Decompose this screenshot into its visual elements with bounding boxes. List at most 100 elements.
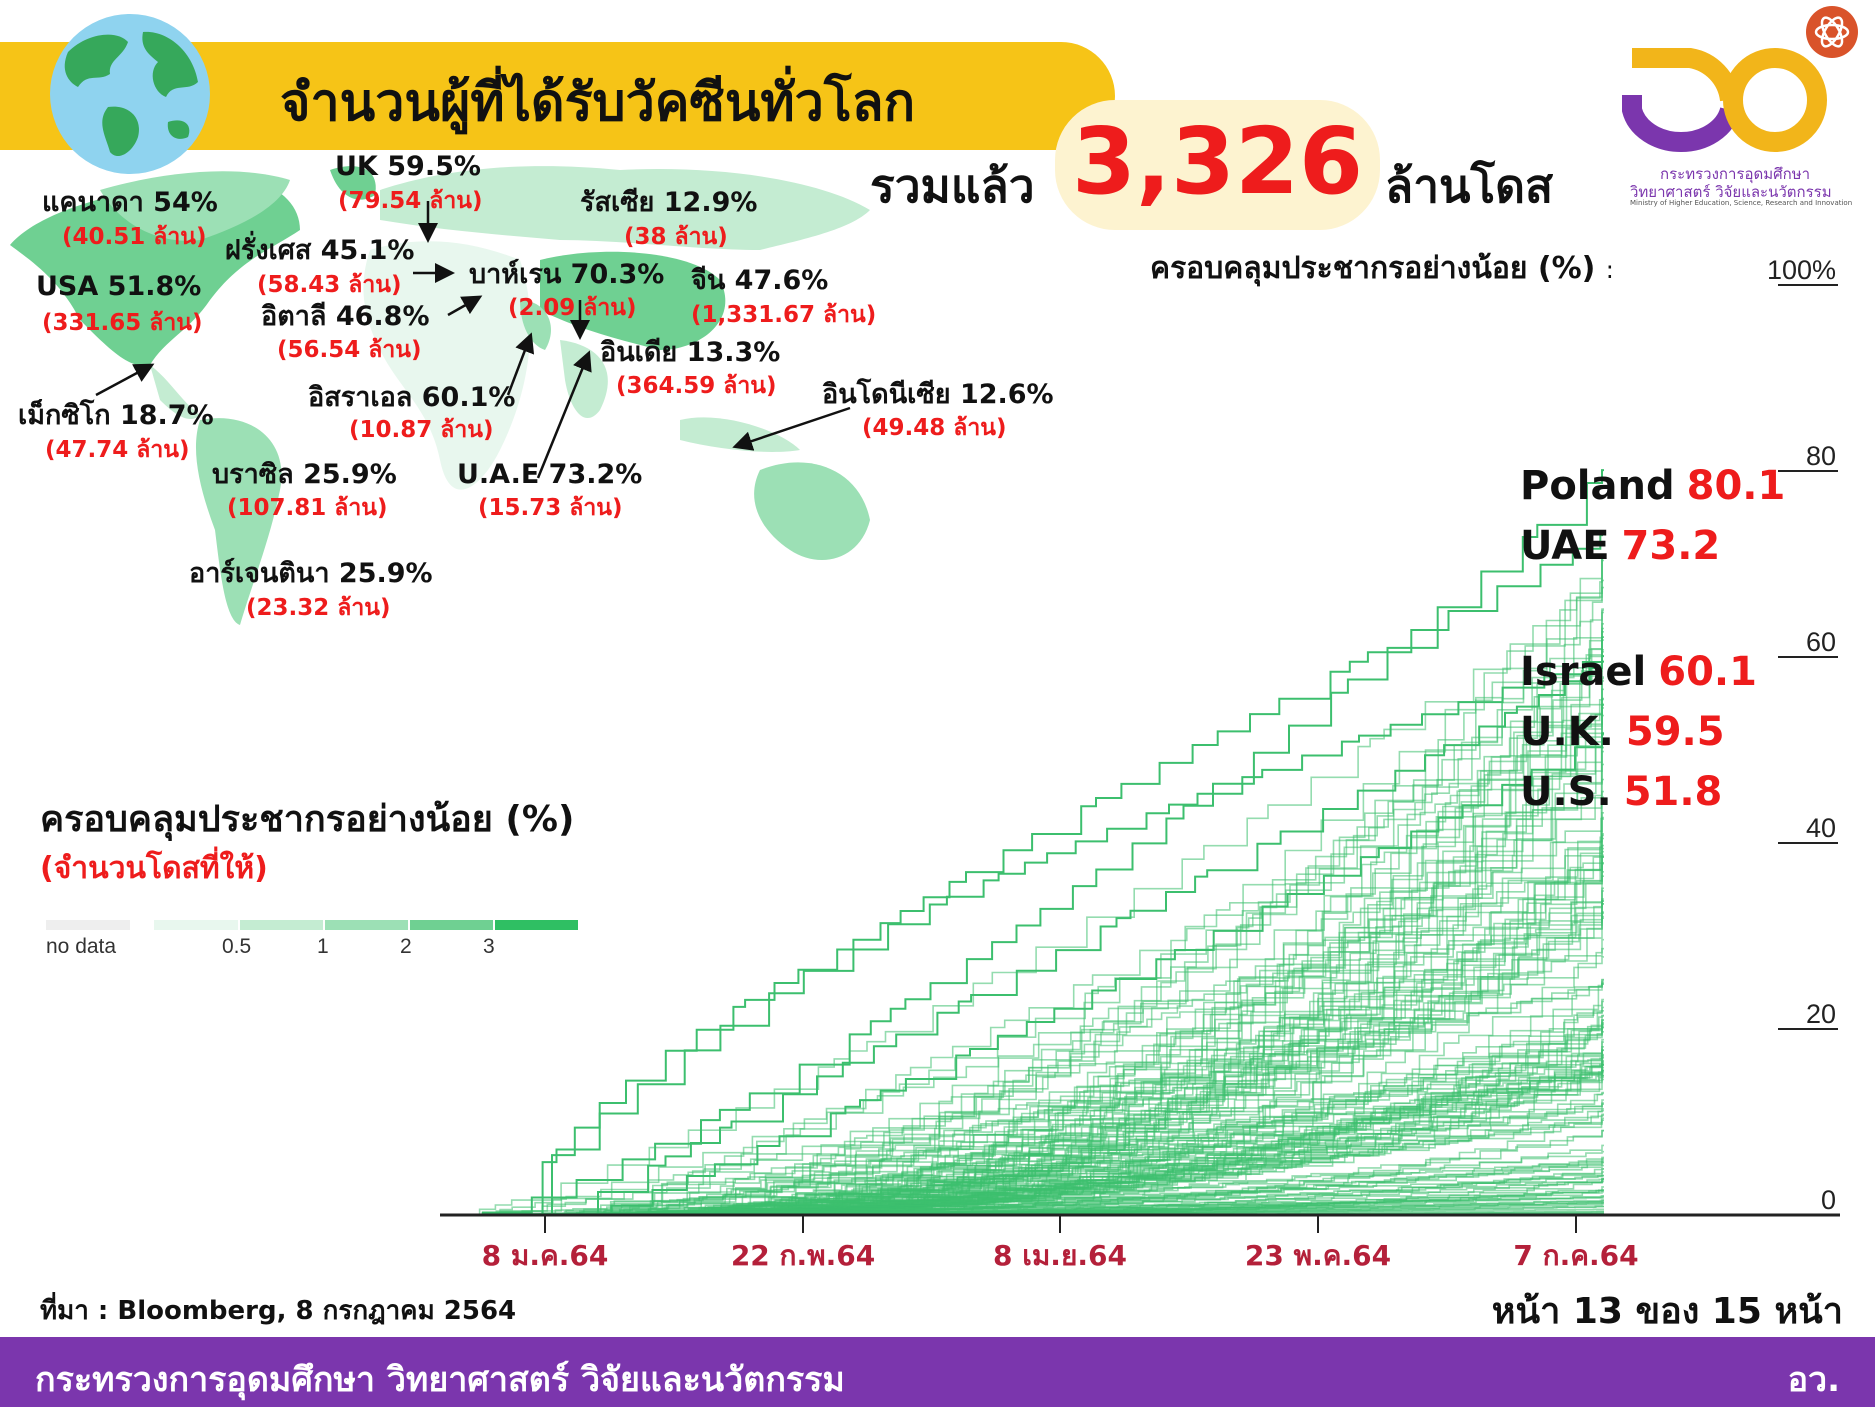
country-line [509, 856, 1604, 1216]
map-label-mexico: เม็กซิโก 18.7% [18, 400, 214, 431]
series-end-label: Israel 60.1 [1520, 648, 1757, 696]
ministry-logo: กระทรวงการอุดมศึกษา วิทยาศาสตร์ วิจัยและ… [1620, 0, 1870, 215]
map-label-uk: UK 59.5% [335, 151, 481, 182]
legend-swatch [240, 920, 323, 930]
total-prefix: รวมแล้ว [870, 159, 1035, 213]
arrow-israel [506, 332, 535, 396]
country-line [582, 1164, 1604, 1216]
map-label-china: จีน 47.6% [691, 265, 829, 296]
legend-swatch-no-data [46, 920, 130, 930]
chart-title: ครอบคลุมประชากรอย่างน้อย (%) : [1150, 245, 1614, 292]
series-line-israel [526, 655, 1604, 1216]
map-doses-mexico: (47.74 ล้าน) [45, 437, 190, 463]
arrow-italy [447, 295, 483, 317]
source-note: ที่มา : Bloomberg, 8 กรกฎาคม 2564 [40, 1296, 517, 1326]
y-tick-label: 0 [1821, 1185, 1836, 1215]
map-doses-france: (58.43 ล้าน) [257, 272, 402, 298]
y-tick-label: 60 [1806, 627, 1836, 657]
ministry-logo-mark [1622, 6, 1858, 153]
country-line [556, 1006, 1604, 1216]
legend-tick: 2 [400, 935, 412, 958]
map-label-bahrain: บาห์เรน 70.3% [469, 259, 665, 290]
country-line [580, 900, 1604, 1216]
country-line [450, 1109, 1604, 1216]
country-line [706, 733, 1604, 1216]
map-doses-india: (364.59 ล้าน) [616, 373, 777, 399]
x-tick-label: 23 พ.ค.64 [1245, 1239, 1391, 1272]
series-line-uae [497, 533, 1604, 1216]
map-label-france: ฝรั่งเศส 45.1% [225, 235, 415, 266]
map-doses-canada: (40.51 ล้าน) [62, 224, 207, 250]
globe-icon [50, 14, 210, 174]
country-line [709, 627, 1604, 1216]
series-name-label: U.K. [1520, 709, 1614, 755]
map-label-usa: USA 51.8% [36, 271, 202, 302]
total-doses-value: 3,326 [1071, 108, 1363, 215]
legend-swatch [495, 920, 578, 930]
map-doses-china: (1,331.67 ล้าน) [691, 302, 877, 328]
x-ticks: 8 ม.ค.64 22 ก.พ.64 8 เม.ย.64 23 พ.ค.64 7 ก.ค… [482, 1215, 1639, 1272]
y-tick-label: 80 [1806, 441, 1836, 471]
logo-text-line1: กระทรวงการอุดมศึกษา [1660, 165, 1810, 183]
country-line [579, 697, 1604, 1216]
series-value-label: 73.2 [1621, 523, 1721, 569]
series-value-label: 51.8 [1623, 769, 1723, 815]
total-suffix: ล้านโดส [1385, 159, 1554, 213]
country-line [619, 556, 1604, 1216]
y-ticks: 0 20 40 60 80 100% [1767, 255, 1838, 1215]
legend-tick: 3 [483, 935, 495, 958]
y-tick-label: 40 [1806, 813, 1836, 843]
x-tick-label: 8 เม.ย.64 [993, 1239, 1127, 1272]
country-lines [444, 555, 1604, 1216]
chart-title-text: ครอบคลุมประชากรอย่างน้อย (%) [1150, 251, 1596, 286]
map-doses-israel: (10.87 ล้าน) [349, 417, 494, 443]
series-end-label: U.S. 51.8 [1520, 768, 1722, 816]
series-end-label: UAE 73.2 [1520, 522, 1720, 570]
series-end-label: U.K. 59.5 [1520, 708, 1725, 756]
series-name-label: Israel [1520, 649, 1647, 695]
series-name-label: UAE [1520, 523, 1610, 569]
country-line [451, 579, 1604, 1216]
map-arrows [95, 201, 851, 479]
country-line [720, 856, 1604, 1216]
legend-swatch [154, 920, 238, 930]
arrow-indonesia [732, 406, 851, 451]
map-label-india: อินเดีย 13.3% [600, 337, 781, 368]
x-tick-label: 7 ก.ค.64 [1513, 1239, 1638, 1272]
footer-ministry: กระทรวงการอุดมศึกษา วิทยาศาสตร์ วิจัยและ… [35, 1360, 845, 1400]
country-line [717, 763, 1604, 1216]
map-label-italy: อิตาลี 46.8% [261, 301, 430, 332]
page-number: หน้า 13 ของ 15 หน้า [1491, 1291, 1843, 1332]
y-tick-label: 20 [1806, 999, 1836, 1029]
series-line-uk [554, 660, 1604, 1216]
series-name-label: U.S. [1520, 769, 1612, 815]
country-line [667, 912, 1604, 1216]
chart-title-sep: : [1605, 256, 1614, 284]
map-doses-usa: (331.65 ล้าน) [42, 310, 203, 336]
map-label-canada: แคนาดา 54% [42, 187, 218, 218]
footer-abbr: อว. [1787, 1360, 1840, 1400]
y-tick-label: 100% [1767, 255, 1836, 285]
map-label-russia: รัสเซีย 12.9% [580, 187, 758, 218]
arrow-uae [536, 350, 592, 479]
map-label-indonesia: อินโดนีเซีย 12.6% [822, 379, 1054, 410]
legend-swatch [325, 920, 408, 930]
map-label-argentina: อาร์เจนตินา 25.9% [189, 558, 433, 589]
x-tick-label: 22 ก.พ.64 [731, 1239, 875, 1272]
page-title: จำนวนผู้ที่ได้รับวัคซีนทั่วโลก [280, 73, 916, 133]
footer-bar [0, 1337, 1875, 1407]
map-doses-argentina: (23.32 ล้าน) [246, 595, 391, 621]
arrow-mexico [95, 363, 155, 397]
country-line [708, 1074, 1604, 1216]
series-name-label: Poland [1520, 463, 1675, 509]
country-line [465, 1057, 1604, 1216]
series-line-us [583, 732, 1604, 1216]
legend-swatch [410, 920, 493, 930]
country-line [682, 555, 1604, 1216]
map-doses-indonesia: (49.48 ล้าน) [862, 415, 1007, 441]
series-value-label: 80.1 [1686, 463, 1786, 509]
x-tick-label: 8 ม.ค.64 [482, 1239, 609, 1272]
series-line-poland [468, 469, 1604, 1216]
world-vaccination-map [10, 166, 870, 625]
